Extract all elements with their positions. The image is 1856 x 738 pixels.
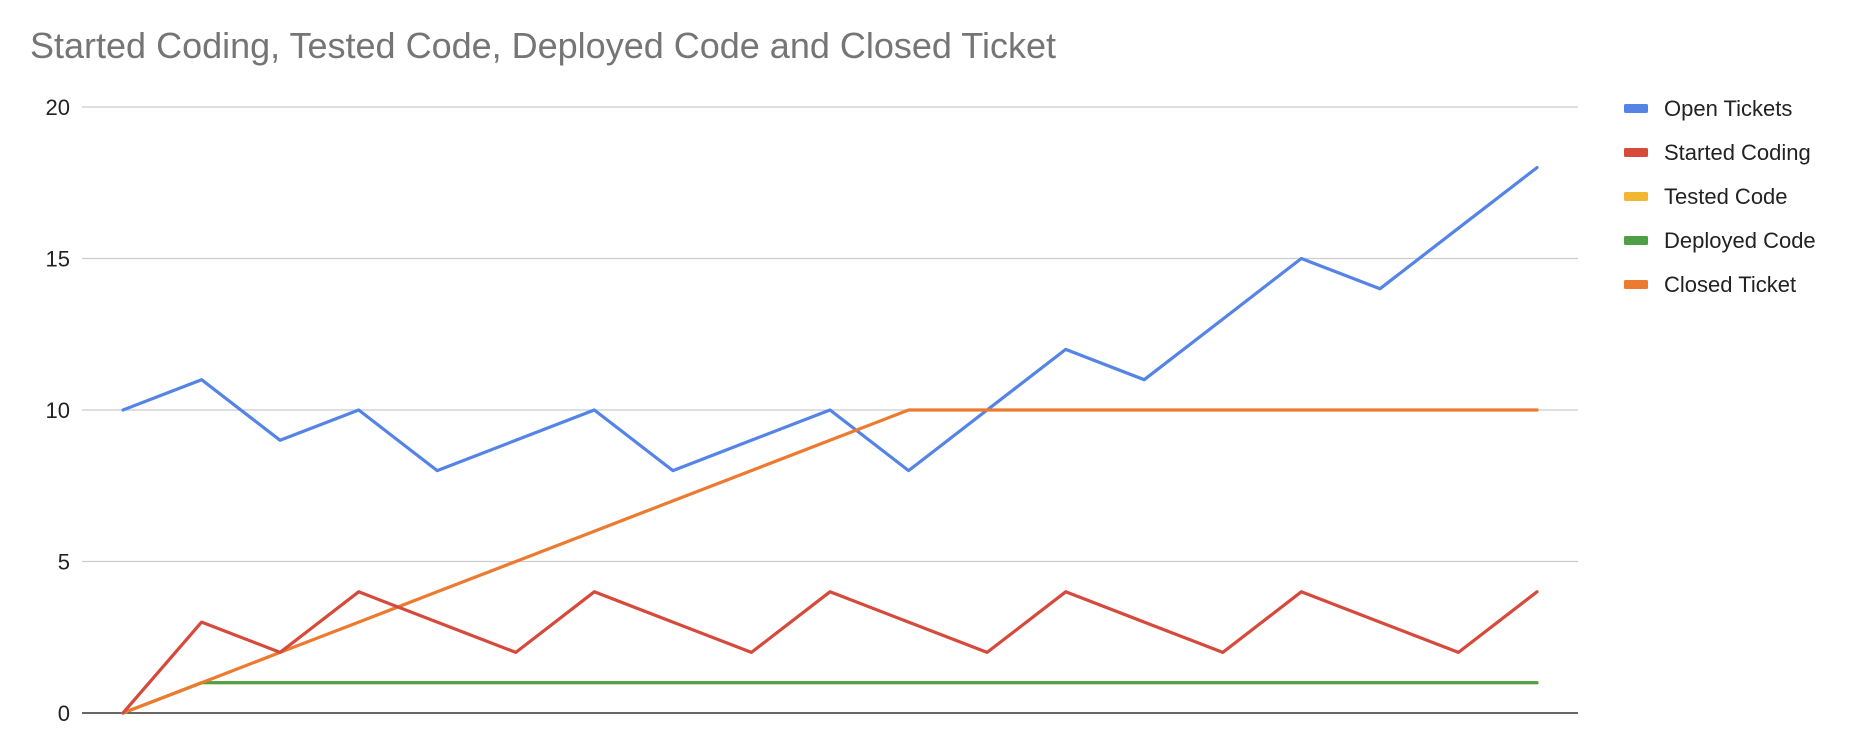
- legend: Open Tickets Started Coding Tested Code Dep…: [1624, 96, 1816, 297]
- legend-swatch-deployed-code: [1624, 236, 1648, 245]
- legend-swatch-open-tickets: [1624, 104, 1648, 113]
- y-tick-label: 20: [46, 95, 70, 120]
- series-line-tested-code: [121, 681, 1539, 715]
- legend-swatch-closed-ticket: [1624, 280, 1648, 289]
- series-line-closed-ticket: [121, 408, 1539, 715]
- legend-swatch-tested-code: [1624, 192, 1648, 201]
- y-tick-label: 5: [58, 550, 70, 575]
- series-line-deployed-code: [121, 681, 1539, 715]
- legend-label-deployed-code: Deployed Code: [1664, 228, 1816, 253]
- legend-label-started-coding: Started Coding: [1664, 140, 1811, 165]
- series-line-open-tickets: [121, 166, 1539, 473]
- y-tick-label: 15: [46, 247, 70, 272]
- legend-label-tested-code: Tested Code: [1664, 184, 1788, 209]
- y-tick-label: 10: [46, 398, 70, 423]
- y-axis-ticks: 0 5 10 15 20: [46, 95, 70, 726]
- series-line-started-coding: [121, 590, 1539, 715]
- series-lines: [121, 166, 1539, 715]
- legend-swatch-started-coding: [1624, 148, 1648, 157]
- legend-label-open-tickets: Open Tickets: [1664, 96, 1792, 121]
- gridlines: [82, 106, 1578, 563]
- legend-label-closed-ticket: Closed Ticket: [1664, 272, 1796, 297]
- y-tick-label: 0: [58, 701, 70, 726]
- chart-title: Started Coding, Tested Code, Deployed Co…: [30, 25, 1056, 66]
